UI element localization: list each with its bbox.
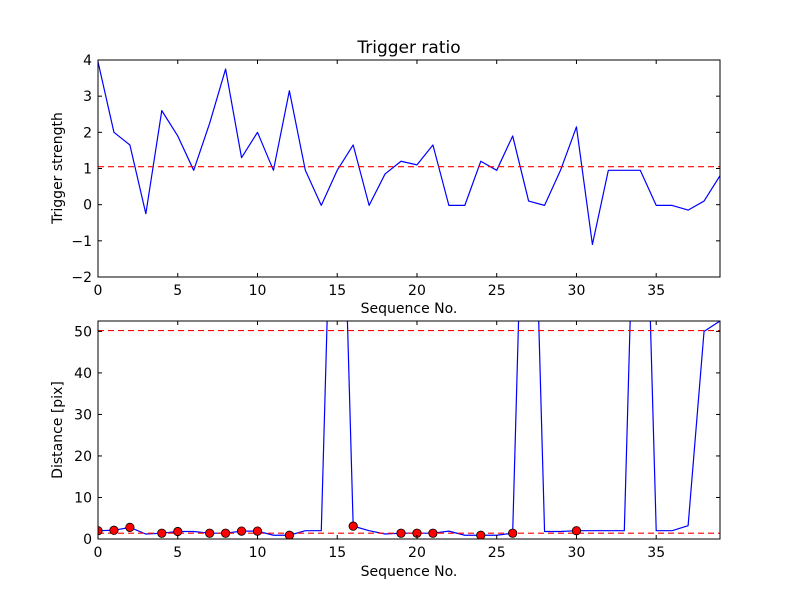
top-x-axis: 0 5 10 15 20 25 30 35 [94,60,665,299]
bottom-marker-15 [508,528,518,538]
bottom-plot-area [98,321,720,539]
bottom-xtick-label: 0 [94,545,103,561]
bottom-marker-3 [157,528,167,538]
bottom-axes-frame [97,320,721,540]
top-ytick-label: −1 [71,234,92,250]
bottom-series-line-0 [98,321,720,536]
top-ytick-label: 1 [83,162,92,178]
top-subplot: Trigger ratio 0 5 10 15 20 25 30 35 −2 −1 0 1 2 3 4 S… [50,38,721,317]
bottom-marker-9 [284,530,294,539]
top-xtick-label: 20 [408,283,426,299]
top-xtick-label: 10 [249,283,267,299]
top-series-line-0 [98,61,720,246]
bottom-xtick-label: 15 [328,545,346,561]
bottom-xtick-label: 20 [408,545,426,561]
top-ytick-label: 2 [83,125,92,141]
top-ytick-label: 0 [83,198,92,214]
bottom-marker-11 [396,528,406,538]
bottom-ytick-label: 40 [74,366,92,382]
top-xtick-label: 5 [173,283,182,299]
bottom-xtick-label: 25 [488,545,506,561]
top-axes-frame [97,59,721,278]
bottom-y-axis-label: Distance [pix] [50,381,66,479]
bottom-marker-14 [476,530,486,539]
bottom-xtick-label: 35 [647,545,665,561]
bottom-xtick-label: 30 [568,545,586,561]
top-ytick-label: −2 [71,270,92,286]
top-xtick-label: 35 [647,283,665,299]
top-y-axis: −2 −1 0 1 2 3 4 [71,53,720,286]
top-ytick-label: 4 [83,53,92,69]
bottom-x-axis: 0 5 10 15 20 25 30 35 [94,321,665,561]
bottom-marker-2 [125,522,135,532]
top-x-axis-label: Sequence No. [361,301,458,317]
bottom-ytick-label: 10 [74,490,92,506]
bottom-marker-4 [173,526,183,537]
top-xtick-label: 0 [94,283,103,299]
top-chart-title: Trigger ratio [356,38,460,58]
bottom-x-axis-label: Sequence No. [361,564,458,580]
bottom-marker-6 [220,528,231,538]
bottom-ytick-label: 20 [74,449,92,465]
bottom-xtick-label: 10 [249,545,267,561]
bottom-marker-7 [236,526,247,536]
bottom-marker-5 [205,528,215,538]
top-xtick-label: 30 [568,283,586,299]
bottom-marker-8 [252,526,263,536]
bottom-marker-1 [109,525,119,535]
top-ytick-label: 3 [83,89,92,105]
top-xtick-label: 15 [328,283,346,299]
top-plot-area [98,61,720,246]
bottom-marker-10 [348,521,358,531]
bottom-marker-13 [428,528,438,538]
bottom-marker-16 [571,526,582,536]
top-xtick-label: 25 [488,283,506,299]
bottom-y-axis: 0 10 20 30 40 50 [74,324,720,548]
bottom-xtick-label: 5 [173,545,182,561]
top-y-axis-label: Trigger strength [50,112,66,225]
bottom-ytick-label: 0 [83,532,92,548]
bottom-ytick-label: 50 [74,324,92,340]
bottom-ytick-label: 30 [74,407,92,423]
